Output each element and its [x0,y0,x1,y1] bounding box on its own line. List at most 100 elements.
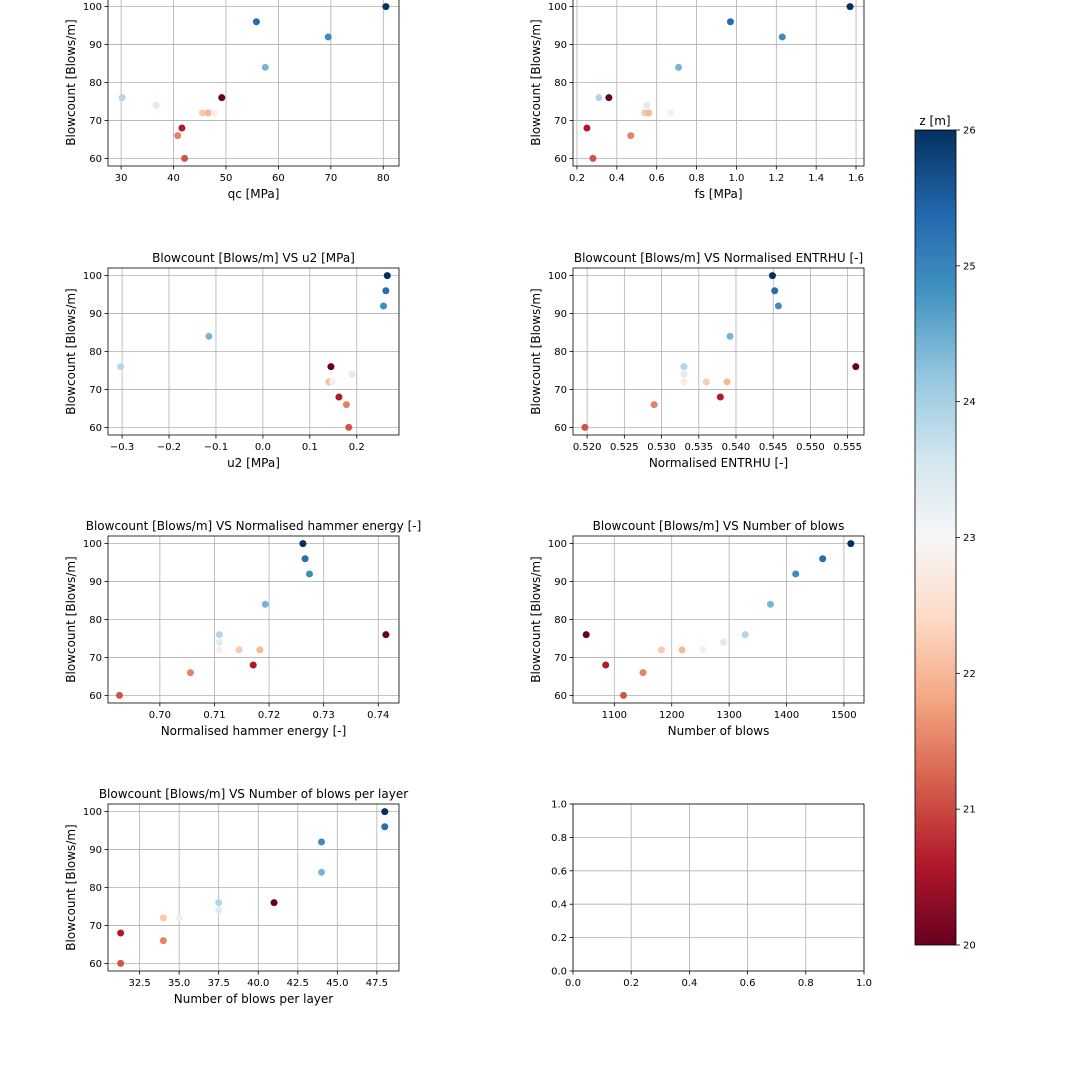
scatter-point [175,914,183,922]
x-tick-label: 32.5 [128,978,150,989]
x-tick-label: 0.72 [258,710,280,721]
scatter-point [702,378,710,386]
plot-area [573,804,864,971]
scatter-point [204,109,212,117]
x-tick-label: 40 [167,173,180,184]
scatter-points [583,3,854,162]
subplot-1: 30 40 50 60 70 80 60 70 80 90 100 qc [MPa] Blowcount… [64,0,400,201]
scatter-point [680,370,688,378]
x-tick-label: 0.0 [255,442,271,453]
scatter-point [261,63,269,71]
x-tick-label: 0.545 [759,442,788,453]
x-tick-label: 0.4 [609,173,625,184]
scatter-point [345,423,353,431]
scatter-point [215,631,223,639]
y-tick-label: 70 [554,385,567,396]
scatter-point [819,555,827,563]
y-tick-label: 90 [554,577,567,588]
colorbar: z [m] 20 21 22 23 24 25 26 [914,114,976,952]
x-tick-label: 1500 [831,710,856,721]
x-axis-label: Number of blows [668,724,770,738]
y-axis-label: Blowcount [Blows/m] [529,556,543,682]
y-tick-label: 60 [554,423,567,434]
colorbar-tick-label: 25 [963,261,976,272]
x-tick-label: 0.2 [349,442,365,453]
scatter-point [716,393,724,401]
y-tick-label: 60 [554,154,567,165]
y-tick-label: 100 [83,539,102,550]
colorbar-tick-label: 23 [963,533,976,544]
x-tick-label: 1400 [774,710,799,721]
scatter-point [381,823,389,831]
y-axis-label: Blowcount [Blows/m] [64,19,78,145]
y-tick-label: 70 [554,653,567,664]
scatter-point [589,154,597,162]
y-tick-label: 0.4 [551,900,567,911]
scatter-point [726,18,734,26]
x-tick-label: 1200 [659,710,684,721]
subplot-title: Blowcount [Blows/m] VS Normalised hammer… [86,519,422,533]
y-axis-label: Blowcount [Blows/m] [529,288,543,414]
subplot-title: Blowcount [Blows/m] VS Number of blows p… [99,787,408,801]
scatter-point [327,363,335,371]
scatter-point [178,124,186,132]
scatter-point [270,899,278,907]
scatter-point [726,332,734,340]
scatter-point [249,661,257,669]
scatter-point [118,94,126,102]
y-axis-label: Blowcount [Blows/m] [64,288,78,414]
scatter-point [152,101,160,109]
scatter-points [117,272,391,431]
x-tick-label: 0.2 [623,978,639,989]
y-tick-label: 1.0 [551,800,567,811]
scatter-point [583,124,591,132]
grid [573,268,864,435]
scatter-point [256,646,264,654]
scatter-point [657,646,665,654]
subplot-2: 0.2 0.4 0.6 0.8 1.0 1.2 1.4 1.6 60 70 80 90 100 fs [M… [529,0,865,201]
scatter-point [383,272,391,280]
scatter-point [318,838,326,846]
subplot-grid: 30 40 50 60 70 80 60 70 80 90 100 qc [MPa] Blowcount… [64,0,872,1006]
scatter-point [774,302,782,310]
y-tick-label: 60 [89,691,102,702]
subplot-title: Blowcount [Blows/m] VS u2 [MPa] [152,251,355,265]
x-tick-label: 80 [377,173,390,184]
y-tick-label: 100 [548,271,567,282]
scatter-point [215,906,223,914]
scatter-point [680,363,688,371]
x-tick-label: 0.74 [367,710,389,721]
x-tick-label: 40.0 [247,978,269,989]
x-axis-label: u2 [MPa] [227,456,280,470]
colorbar-tick-label: 20 [963,941,976,952]
plot-area [573,0,864,166]
colorbar-tick-label: 22 [963,669,976,680]
x-axis-label: fs [MPa] [694,187,742,201]
y-tick-label: 90 [554,309,567,320]
scatter-point [602,661,610,669]
scatter-point [581,423,589,431]
scatter-point [342,401,350,409]
y-axis-label: Blowcount [Blows/m] [529,19,543,145]
scatter-point [117,363,125,371]
x-tick-label: 0.525 [610,442,639,453]
y-tick-label: 60 [89,423,102,434]
scatter-point [318,868,326,876]
y-tick-label: 70 [89,921,102,932]
scatter-point [382,3,390,11]
x-tick-label: 0.530 [647,442,676,453]
scatter-point [741,631,749,639]
x-tick-label: 0.0 [565,978,581,989]
scatter-point [174,132,182,140]
y-tick-label: 70 [89,385,102,396]
scatter-point [115,691,123,699]
y-tick-label: 70 [89,653,102,664]
colorbar-label: z [m] [919,114,950,128]
x-tick-label: 35.0 [168,978,190,989]
y-tick-label: 100 [83,271,102,282]
scatter-point [778,33,786,41]
scatter-point [205,332,213,340]
scatter-point [324,33,332,41]
x-tick-label: 47.5 [366,978,388,989]
scatter-point [582,631,590,639]
